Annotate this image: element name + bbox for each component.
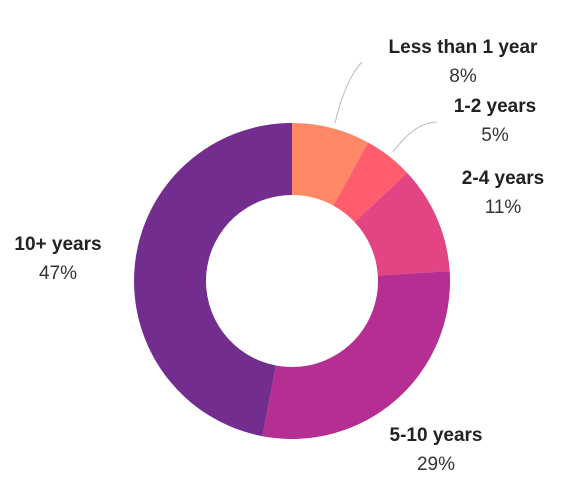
slice-1-2-years [333, 142, 408, 223]
slice-less-than-1-year [292, 123, 369, 206]
label-name-5-10-years: 5-10 years [390, 425, 483, 446]
label-value-10-plus-years: 47% [39, 263, 77, 284]
leader-line-less-than-1-year [334, 61, 363, 124]
label-name-10-plus-years: 10+ years [14, 234, 101, 255]
leader-line-1-2-years [392, 121, 438, 153]
label-name-less-than-1-year: Less than 1 year [389, 37, 539, 58]
slice-5-10-years [262, 271, 451, 439]
slice-2-4-years [354, 172, 450, 276]
leader-lines [334, 61, 438, 153]
label-value-1-2-years: 5% [481, 125, 509, 146]
slice-10-plus-years [134, 123, 292, 437]
label-value-less-than-1-year: 8% [449, 66, 477, 87]
label-value-5-10-years: 29% [417, 454, 455, 475]
label-name-2-4-years: 2-4 years [462, 168, 544, 189]
donut-slices [134, 123, 451, 439]
label-name-1-2-years: 1-2 years [454, 96, 536, 117]
label-value-2-4-years: 11% [485, 197, 522, 218]
